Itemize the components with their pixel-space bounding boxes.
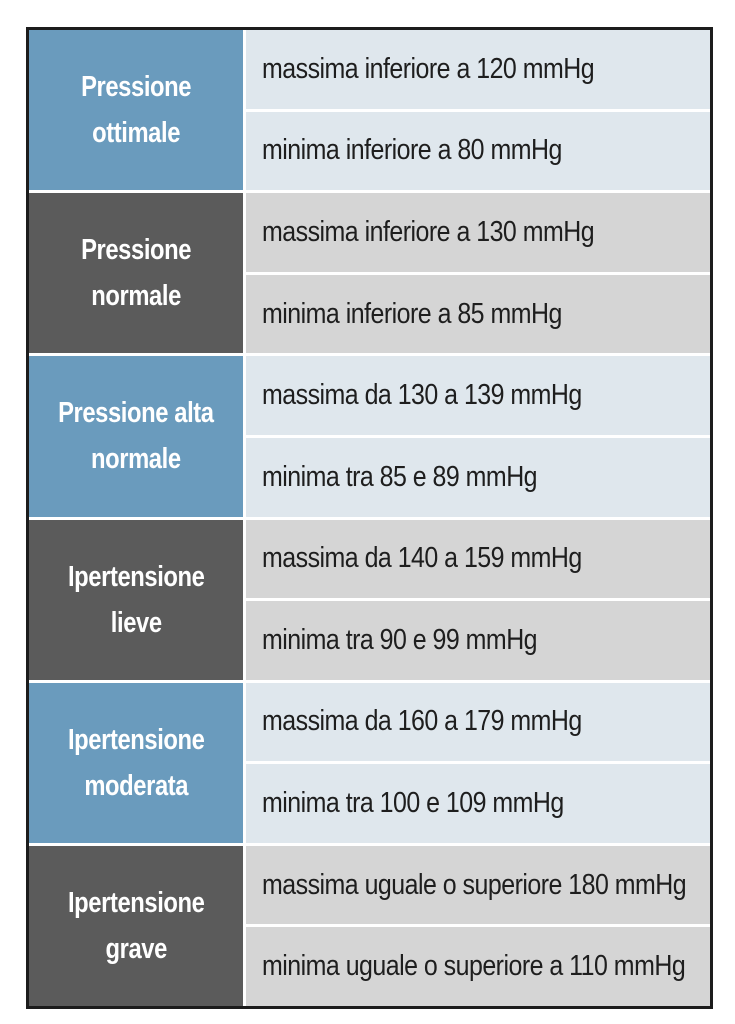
category-cell: Ipertensione moderata <box>29 682 246 843</box>
category-label: Ipertensione grave <box>67 880 205 972</box>
category-label-line: Pressione <box>80 71 191 104</box>
category-label: Pressione alta normale <box>58 390 214 482</box>
row-text: massima uguale o superiore 180 mmHg <box>262 868 687 901</box>
value-rows: massima da 140 a 159 mmHg minima tra 90 … <box>246 519 710 680</box>
blood-pressure-table: Pressione ottimale massima inferiore a 1… <box>26 27 713 1009</box>
category-label: Ipertensione lieve <box>67 554 205 646</box>
row-text: minima uguale o superiore a 110 mmHg <box>262 950 686 983</box>
table-row: minima inferiore a 85 mmHg <box>246 271 710 354</box>
value-rows: massima uguale o superiore 180 mmHg mini… <box>246 845 710 1007</box>
category-label-line: Ipertensione <box>67 560 205 593</box>
table-group-pressione-ottimale: Pressione ottimale massima inferiore a 1… <box>29 30 710 194</box>
row-text: minima inferiore a 80 mmHg <box>262 134 562 167</box>
category-label-line: Pressione alta <box>58 397 214 430</box>
category-label-line: Ipertensione <box>67 723 205 756</box>
category-label: Pressione ottimale <box>81 64 191 156</box>
table-row: massima da 160 a 179 mmHg <box>246 682 710 762</box>
category-cell: Pressione alta normale <box>29 356 246 517</box>
category-label: Ipertensione moderata <box>67 717 205 809</box>
category-label-line: lieve <box>110 606 162 639</box>
table-row: minima tra 85 e 89 mmHg <box>246 434 710 517</box>
category-label-line: Ipertensione <box>67 886 205 919</box>
category-label-line: Pressione <box>80 234 191 267</box>
row-text: massima da 140 a 159 mmHg <box>262 542 582 575</box>
table-row: massima inferiore a 130 mmHg <box>246 193 710 272</box>
row-text: minima tra 100 e 109 mmHg <box>262 787 564 820</box>
table-row: minima tra 90 e 99 mmHg <box>246 598 710 680</box>
table-group-pressione-alta-normale: Pressione alta normale massima da 130 a … <box>29 356 710 520</box>
value-rows: massima da 130 a 139 mmHg minima tra 85 … <box>246 356 710 517</box>
category-label-line: ottimale <box>92 117 180 150</box>
row-text: massima inferiore a 130 mmHg <box>262 215 595 248</box>
row-text: massima inferiore a 120 mmHg <box>262 52 595 85</box>
table-group-pressione-normale: Pressione normale massima inferiore a 13… <box>29 193 710 357</box>
category-label: Pressione normale <box>81 227 191 319</box>
table-row: massima da 130 a 139 mmHg <box>246 356 710 435</box>
table-row: massima da 140 a 159 mmHg <box>246 519 710 599</box>
value-rows: massima da 160 a 179 mmHg minima tra 100… <box>246 682 710 843</box>
table-row: minima inferiore a 80 mmHg <box>246 108 710 191</box>
category-label-line: normale <box>91 280 181 313</box>
row-text: minima tra 85 e 89 mmHg <box>262 460 538 493</box>
value-rows: massima inferiore a 130 mmHg minima infe… <box>246 193 710 354</box>
value-rows: massima inferiore a 120 mmHg minima infe… <box>246 30 710 191</box>
category-cell: Ipertensione lieve <box>29 519 246 680</box>
row-text: massima da 130 a 139 mmHg <box>262 379 582 412</box>
row-text: massima da 160 a 179 mmHg <box>262 705 582 738</box>
row-text: minima inferiore a 85 mmHg <box>262 297 562 330</box>
table-group-ipertensione-grave: Ipertensione grave massima uguale o supe… <box>29 845 710 1007</box>
table-row: minima uguale o superiore a 110 mmHg <box>246 924 710 1007</box>
table-row: minima tra 100 e 109 mmHg <box>246 761 710 843</box>
category-cell: Pressione normale <box>29 193 246 354</box>
table-row: massima inferiore a 120 mmHg <box>246 30 710 109</box>
category-label-line: grave <box>105 932 167 965</box>
category-cell: Ipertensione grave <box>29 845 246 1007</box>
category-label-line: normale <box>91 443 181 476</box>
row-text: minima tra 90 e 99 mmHg <box>262 623 538 656</box>
category-label-line: moderata <box>84 769 188 802</box>
table-row: massima uguale o superiore 180 mmHg <box>246 845 710 925</box>
table-group-ipertensione-moderata: Ipertensione moderata massima da 160 a 1… <box>29 682 710 846</box>
table-group-ipertensione-lieve: Ipertensione lieve massima da 140 a 159 … <box>29 519 710 683</box>
category-cell: Pressione ottimale <box>29 30 246 191</box>
